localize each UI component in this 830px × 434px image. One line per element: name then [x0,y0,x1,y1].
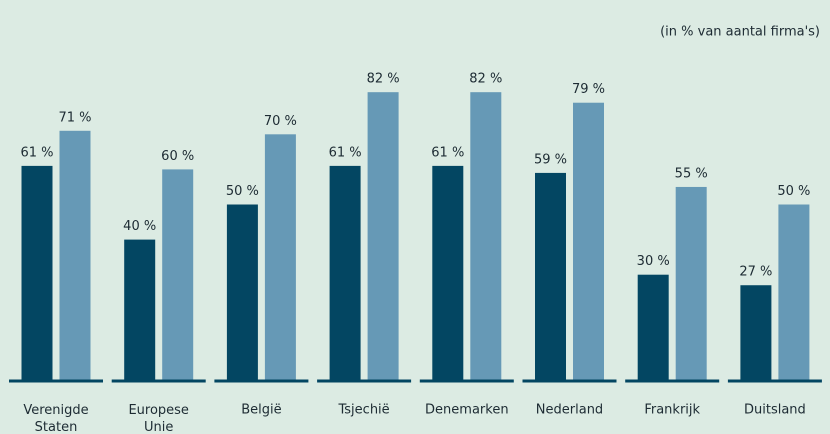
x-tick-label: Denemarken [425,403,509,418]
x-tick-label: België [241,403,281,418]
value-label: 50 % [226,184,259,199]
bar [535,172,566,380]
bar [573,102,604,381]
x-tick-label: Europese Unie [128,403,189,434]
bar [470,92,502,381]
value-label: 61 % [329,145,362,160]
value-label: 60 % [161,149,194,164]
bar [226,204,258,380]
bar [329,165,361,380]
x-tick-label: Verenigde Staten [23,403,88,434]
value-label: 71 % [58,110,91,125]
value-label: 40 % [123,219,156,234]
value-label: 70 % [264,114,297,129]
bar [21,165,53,380]
bar [740,285,772,380]
bar [162,169,194,380]
x-tick-label: Nederland [536,403,603,418]
x-tick-label: Tsjechië [338,403,390,418]
value-label: 30 % [637,254,670,269]
value-label: 59 % [534,152,567,167]
x-tick-label: Duitsland [744,403,806,418]
value-label: 82 % [367,72,400,87]
value-label: 61 % [20,145,53,160]
value-label: 27 % [739,265,772,280]
chart-subtitle: (in % van aantal firma's) [660,25,820,40]
bar [637,274,669,380]
bar [675,186,707,380]
bar [124,239,156,380]
value-label: 79 % [572,82,605,97]
bar [367,92,399,381]
value-label: 55 % [675,166,708,181]
value-label: 50 % [777,184,810,199]
bar [778,204,810,380]
value-label: 61 % [431,145,464,160]
value-label: 82 % [469,72,502,87]
bar [264,134,296,380]
bar [59,130,91,380]
x-tick-label: Frankrijk [644,403,700,418]
bar [432,165,464,380]
